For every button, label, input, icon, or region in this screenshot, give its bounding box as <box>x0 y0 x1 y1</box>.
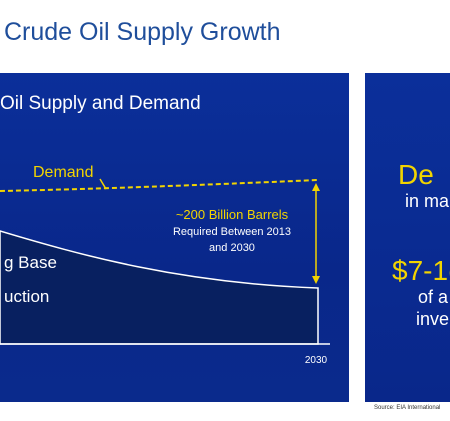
right-panel-line-5: inve <box>416 309 450 329</box>
base-production-area <box>0 230 319 345</box>
x-tick-label: 2030 <box>305 355 328 366</box>
demand-label-pointer <box>99 178 107 190</box>
panel-title: Oil Supply and Demand <box>0 93 201 114</box>
gap-label-line-1: ~200 Billion Barrels <box>176 207 289 222</box>
gap-label-line-3: and 2030 <box>209 242 255 254</box>
supply-demand-chart: Demand ~200 Billion Barrels Required Bet… <box>0 164 330 366</box>
right-panel: De in ma $7-1( of a inve <box>365 73 450 402</box>
gap-arrow-head-bottom <box>312 276 320 284</box>
chart-panel: Oil Supply and Demand Demand ~200 Billio… <box>0 73 349 402</box>
source-note: Source: EIA International <box>374 405 441 411</box>
gap-label-line-2: Required Between 2013 <box>173 226 291 238</box>
gap-arrow-head-top <box>312 183 320 191</box>
base-label-line-2: uction <box>4 287 49 306</box>
base-label-line-1: g Base <box>4 253 57 272</box>
right-panel-line-2: in ma <box>405 191 450 211</box>
demand-label: Demand <box>33 164 93 181</box>
right-panel-line-1: De <box>398 159 434 190</box>
slide-title: Crude Oil Supply Growth <box>4 18 281 46</box>
right-panel-line-4: of a <box>418 287 449 307</box>
right-panel-line-3: $7-1( <box>392 255 450 286</box>
demand-line <box>0 179 319 192</box>
